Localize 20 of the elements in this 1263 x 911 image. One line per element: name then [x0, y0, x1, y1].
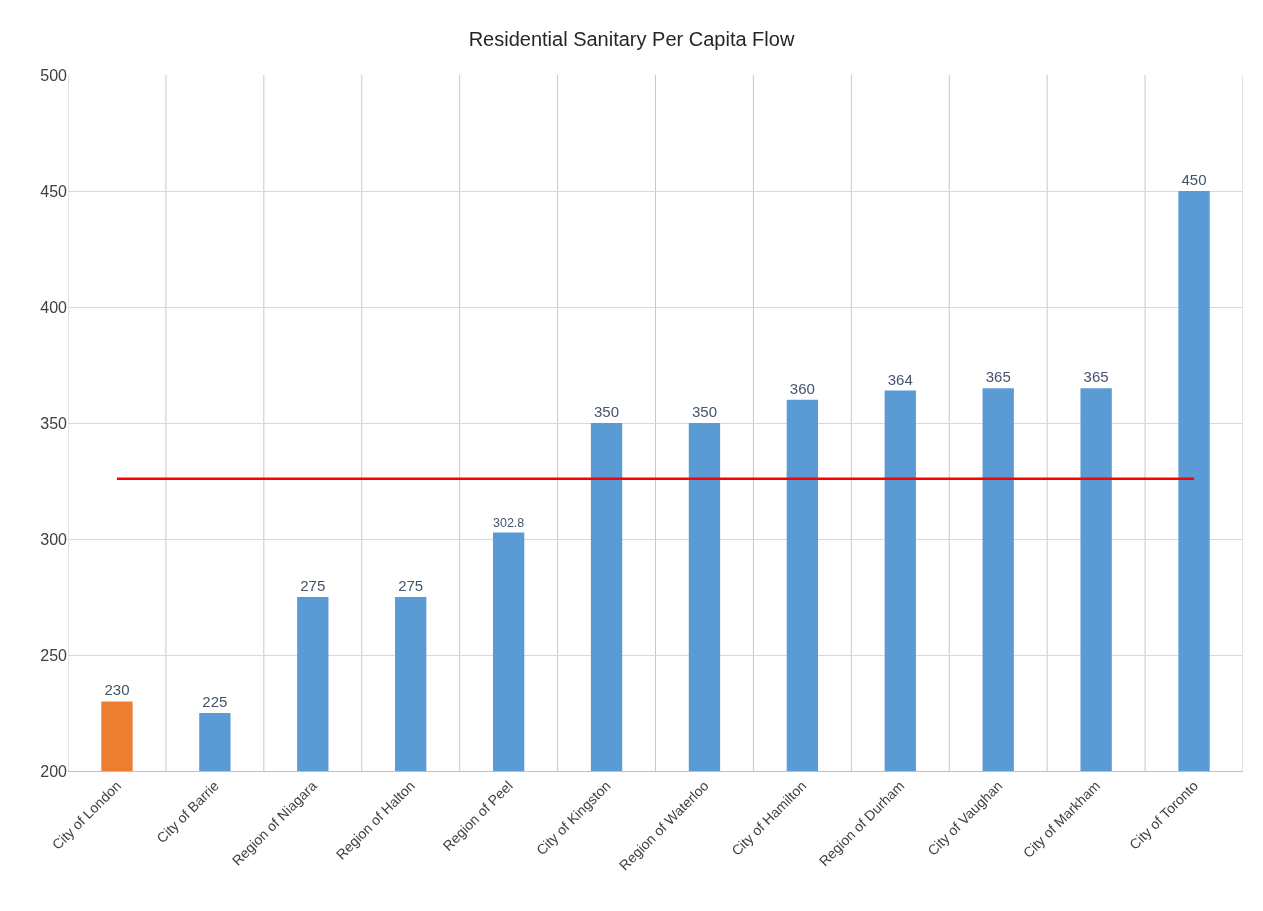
y-tick-label: 500 — [40, 66, 68, 84]
data-label: 364 — [887, 370, 913, 388]
chart-title: Residential Sanitary Per Capita Flow — [468, 27, 795, 50]
data-label: 365 — [985, 368, 1011, 386]
data-label: 275 — [398, 577, 424, 594]
data-label: 225 — [202, 693, 228, 710]
data-label: 350 — [594, 403, 620, 420]
y-tick-label: 200 — [40, 762, 68, 780]
data-label: 302.8 — [492, 516, 525, 530]
y-tick-label: 450 — [40, 182, 68, 200]
y-tick-label: 400 — [40, 298, 68, 316]
data-label: 365 — [1083, 368, 1109, 386]
data-label: 230 — [104, 681, 130, 699]
y-tick-label: 250 — [40, 646, 68, 664]
y-tick-label: 300 — [40, 530, 68, 548]
data-label: 450 — [1181, 171, 1207, 188]
data-label: 275 — [300, 577, 326, 594]
y-tick-label: 350 — [40, 414, 68, 432]
data-label: 350 — [691, 403, 717, 420]
data-label: 360 — [789, 379, 815, 397]
